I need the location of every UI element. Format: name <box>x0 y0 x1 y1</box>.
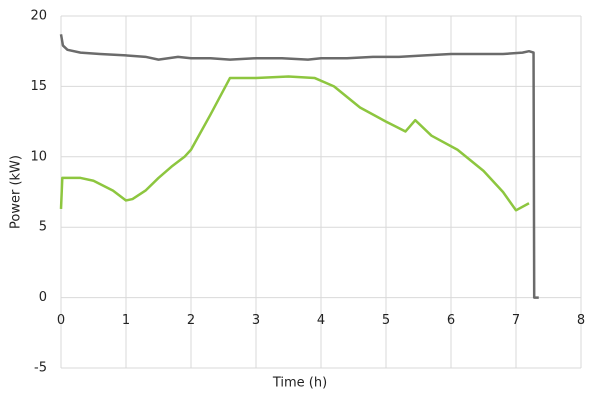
x-tick-label: 3 <box>252 313 260 328</box>
x-tick-label: 8 <box>577 313 585 328</box>
x-tick-label: 5 <box>382 313 390 328</box>
x-tick-label: 6 <box>447 313 455 328</box>
data-line <box>59 34 539 299</box>
y-tick-label: 20 <box>30 9 47 24</box>
x-tick-label: 4 <box>317 313 325 328</box>
y-axis-label: Power (kW) <box>9 155 24 229</box>
y-tick-label: 10 <box>30 149 47 164</box>
y-tick-label: 0 <box>39 290 47 305</box>
data-line <box>59 75 530 212</box>
x-tick-label: 2 <box>187 313 195 328</box>
x-tick-label: 0 <box>57 313 65 328</box>
x-tick-label: 1 <box>122 313 130 328</box>
y-tick-label: 15 <box>30 79 47 94</box>
y-tick-label: 5 <box>39 220 47 235</box>
y-tick-label: -5 <box>34 361 47 376</box>
x-tick-label: 7 <box>512 313 520 328</box>
x-axis-label: Time (h) <box>272 376 327 391</box>
